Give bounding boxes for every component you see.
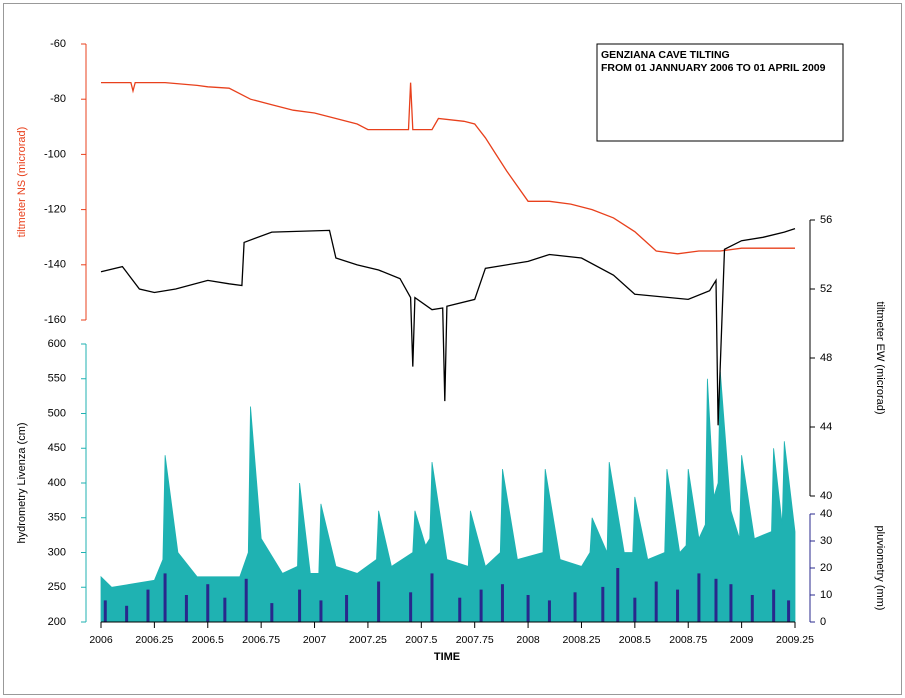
y-tick-label: 56 [820, 214, 832, 226]
bar [526, 595, 530, 622]
y-tick-label: 10 [820, 589, 832, 601]
y-tick-label: 40 [820, 508, 832, 520]
x-tick-label: 2008.75 [669, 634, 707, 646]
line-series [100, 227, 796, 426]
bar [345, 595, 349, 622]
bar [206, 584, 210, 622]
y-tick-label: 450 [48, 442, 66, 454]
line-series [101, 81, 795, 255]
y-tick-label: 20 [820, 562, 832, 574]
bar [319, 600, 323, 622]
y-tick-label: 0 [820, 616, 826, 628]
y-tick-label: 44 [820, 421, 832, 433]
x-axis-title: TIME [434, 651, 460, 663]
y-tick-label: -80 [50, 93, 66, 105]
bar [676, 589, 680, 622]
x-tick-label: 2008.25 [562, 634, 600, 646]
bar [750, 595, 754, 622]
y-tick-label: -100 [44, 148, 66, 160]
bar [223, 597, 227, 622]
bar [654, 581, 658, 622]
y-tick-label: 350 [48, 512, 66, 524]
y-tick-label: -140 [44, 259, 66, 271]
bar [772, 589, 776, 622]
bar [103, 600, 107, 622]
y-axis-title: hydrometry Livenza (cm) [16, 422, 28, 543]
y-axis-title: pluviometry (mm) [874, 526, 886, 611]
y-tick-label: 30 [820, 535, 832, 547]
x-tick-label: 2009.25 [776, 634, 814, 646]
bar [601, 586, 605, 622]
y-axis-title: tiltmeter NS (microrad) [16, 127, 28, 238]
x-tick-label: 2006 [89, 634, 113, 646]
y-tick-label: 52 [820, 283, 832, 295]
x-tick-label: 2007.5 [405, 634, 437, 646]
bar [697, 573, 701, 622]
bar [184, 595, 188, 622]
x-tick-label: 2007 [303, 634, 327, 646]
bar [500, 584, 504, 622]
y-tick-label: 400 [48, 477, 66, 489]
bar [163, 573, 167, 622]
bar [125, 605, 129, 622]
bar [377, 581, 381, 622]
y-tick-label: 550 [48, 373, 66, 385]
y-tick-label: 500 [48, 407, 66, 419]
x-tick-label: 2007.75 [456, 634, 494, 646]
bar [633, 597, 637, 622]
bar [573, 592, 577, 622]
bar [270, 603, 274, 622]
bar [409, 592, 413, 622]
area-series [100, 371, 796, 623]
bar [146, 589, 150, 622]
x-tick-label: 2006.5 [192, 634, 224, 646]
x-tick-label: 2007.25 [349, 634, 387, 646]
y-tick-label: -120 [44, 204, 66, 216]
bar [547, 600, 551, 622]
legend-title: GENZIANA CAVE TILTING [601, 49, 730, 61]
x-tick-label: 2006.75 [242, 634, 280, 646]
x-tick-label: 2009 [730, 634, 754, 646]
legend-title: FROM 01 JANNUARY 2006 TO 01 APRIL 2009 [601, 62, 826, 74]
legend-box [596, 43, 844, 142]
bar [430, 573, 434, 622]
bar [616, 568, 620, 622]
y-tick-label: 40 [820, 490, 832, 502]
bar [729, 584, 733, 622]
x-tick-label: 2008.5 [619, 634, 651, 646]
y-tick-label: 600 [48, 338, 66, 350]
bar [714, 578, 718, 622]
bar [298, 589, 302, 622]
bar [244, 578, 248, 622]
y-tick-label: -60 [50, 38, 66, 50]
x-tick-label: 2006.25 [135, 634, 173, 646]
y-tick-label: -160 [44, 314, 66, 326]
y-axis-title: tiltmeter EW (microrad) [874, 301, 886, 414]
bar [479, 589, 483, 622]
y-tick-label: 250 [48, 581, 66, 593]
y-tick-label: 200 [48, 616, 66, 628]
y-tick-label: 48 [820, 352, 832, 364]
y-tick-label: 300 [48, 546, 66, 558]
bar [458, 597, 462, 622]
bar [787, 600, 791, 622]
x-tick-label: 2008 [516, 634, 540, 646]
